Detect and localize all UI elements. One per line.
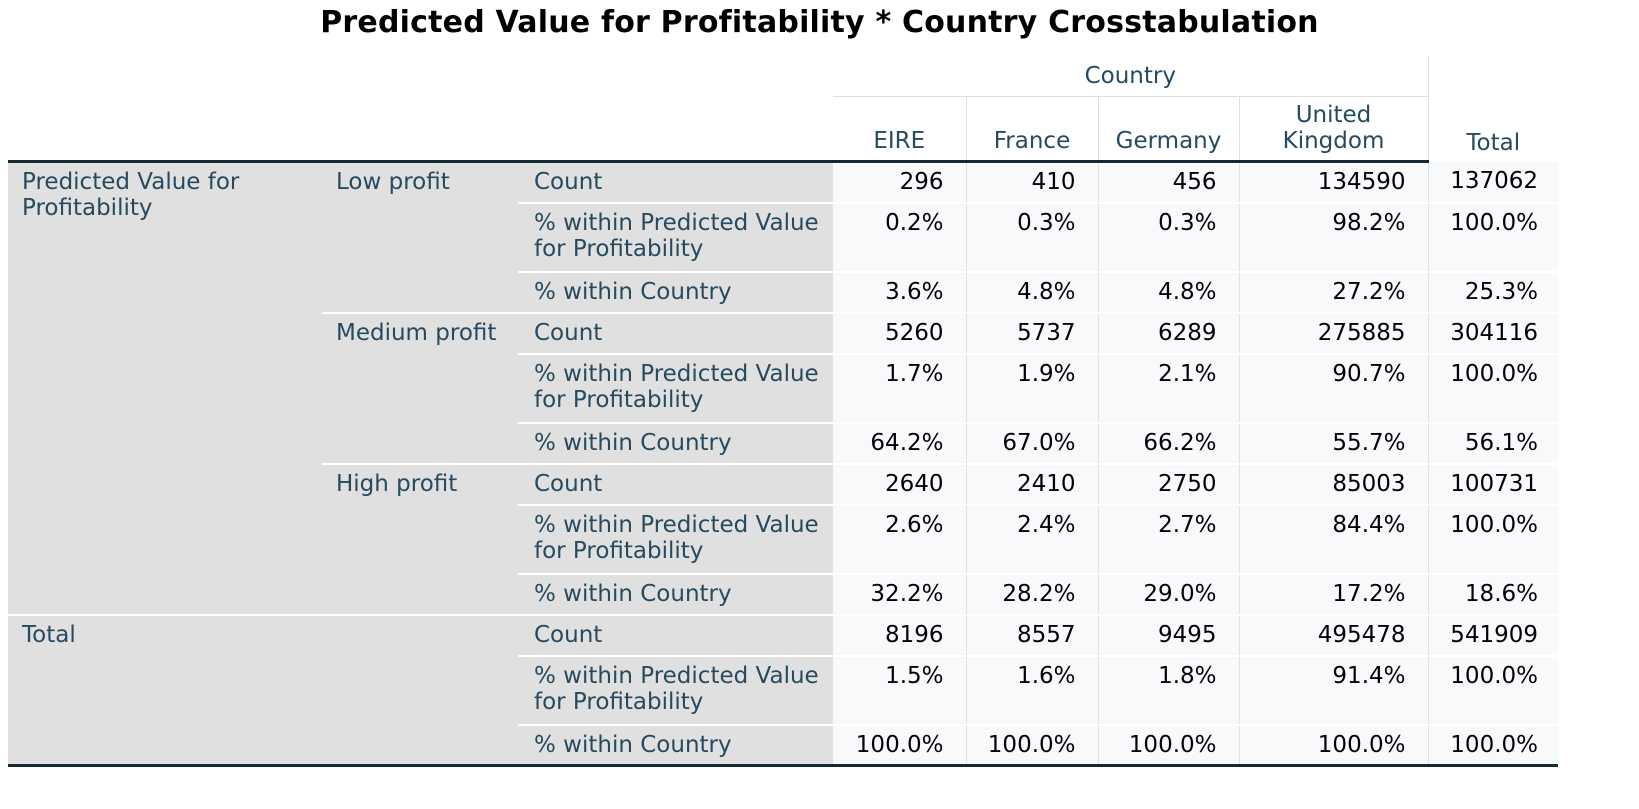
table-cell: 0.3% xyxy=(1097,201,1239,272)
stat-label-within-col: % within Country xyxy=(518,421,833,464)
stat-label-within-row: % within Predicted Value for Profitabili… xyxy=(518,201,833,272)
table-cell: 4.8% xyxy=(1097,270,1239,313)
table-cell: 84.4% xyxy=(1238,503,1428,574)
table-cell: 1.5% xyxy=(833,654,966,725)
table-cell: 32.2% xyxy=(833,572,966,615)
table-cell: 456 xyxy=(1097,161,1239,203)
stat-label-within-col: % within Country xyxy=(518,572,833,615)
table-cell-total: 100.0% xyxy=(1427,201,1558,272)
column-header-france: France xyxy=(965,96,1098,163)
column-header-germany: Germany xyxy=(1097,96,1239,163)
stat-label-within-row: % within Predicted Value for Profitabili… xyxy=(518,654,833,725)
table-cell-total: 541909 xyxy=(1427,613,1558,656)
table-cell: 0.3% xyxy=(965,201,1098,272)
table-cell: 98.2% xyxy=(1238,201,1428,272)
table-cell: 1.6% xyxy=(965,654,1098,725)
stat-label-count: Count xyxy=(518,311,833,354)
table-cell: 100.0% xyxy=(833,723,966,767)
stat-label-within-col: % within Country xyxy=(518,270,833,313)
table-cell-total: 100.0% xyxy=(1427,503,1558,574)
crosstab-table: Country Total EIRE France Germany United… xyxy=(8,56,1558,767)
table-cell: 90.7% xyxy=(1238,352,1428,423)
table-cell: 100.0% xyxy=(1097,723,1239,767)
table-cell: 55.7% xyxy=(1238,421,1428,464)
table-cell-total: 100.0% xyxy=(1427,654,1558,725)
table-cell: 4.8% xyxy=(965,270,1098,313)
column-group-header: Country xyxy=(833,56,1428,97)
table-cell: 3.6% xyxy=(833,270,966,313)
table-cell: 5260 xyxy=(833,311,966,354)
table-cell: 8557 xyxy=(965,613,1098,656)
table-cell: 85003 xyxy=(1238,462,1428,505)
table-cell: 67.0% xyxy=(965,421,1098,464)
table-cell: 2.6% xyxy=(833,503,966,574)
table-cell: 0.2% xyxy=(833,201,966,272)
column-header-total: Total xyxy=(1427,56,1558,162)
corner-cell xyxy=(8,56,833,97)
total-row-label: Total xyxy=(8,613,518,767)
stat-label-count: Count xyxy=(518,161,833,203)
table-cell: 2750 xyxy=(1097,462,1239,505)
table-cell-total: 100731 xyxy=(1427,462,1558,505)
table-cell-total: 137062 xyxy=(1427,161,1558,203)
table-cell: 28.2% xyxy=(965,572,1098,615)
corner-cell-lower xyxy=(8,96,833,163)
table-title: Predicted Value for Profitability * Coun… xyxy=(320,5,1319,40)
table-cell: 17.2% xyxy=(1238,572,1428,615)
table-cell-total: 100.0% xyxy=(1427,723,1558,767)
table-cell: 5737 xyxy=(965,311,1098,354)
table-cell: 2410 xyxy=(965,462,1098,505)
row-group-label: Low profit xyxy=(322,161,518,313)
stat-label-within-col: % within Country xyxy=(518,723,833,767)
table-cell-total: 304116 xyxy=(1427,311,1558,354)
table-cell: 9495 xyxy=(1097,613,1239,656)
table-cell: 1.9% xyxy=(965,352,1098,423)
row-group-label: Medium profit xyxy=(322,311,518,464)
table-cell: 100.0% xyxy=(965,723,1098,767)
table-cell: 2.4% xyxy=(965,503,1098,574)
table-cell-total: 25.3% xyxy=(1427,270,1558,313)
table-cell: 134590 xyxy=(1238,161,1428,203)
table-cell: 2.1% xyxy=(1097,352,1239,423)
row-group-label: High profit xyxy=(322,462,518,615)
stat-label-within-row: % within Predicted Value for Profitabili… xyxy=(518,352,833,423)
stat-label-within-row: % within Predicted Value for Profitabili… xyxy=(518,503,833,574)
table-cell: 91.4% xyxy=(1238,654,1428,725)
table-cell: 27.2% xyxy=(1238,270,1428,313)
table-cell: 29.0% xyxy=(1097,572,1239,615)
table-cell: 1.8% xyxy=(1097,654,1239,725)
column-header-united-kingdom: United Kingdom xyxy=(1238,96,1428,163)
table-cell: 275885 xyxy=(1238,311,1428,354)
table-cell-total: 56.1% xyxy=(1427,421,1558,464)
stat-label-count: Count xyxy=(518,462,833,505)
table-cell-total: 100.0% xyxy=(1427,352,1558,423)
table-cell: 2.7% xyxy=(1097,503,1239,574)
table-cell: 100.0% xyxy=(1238,723,1428,767)
table-cell: 66.2% xyxy=(1097,421,1239,464)
row-variable-label: Predicted Value for Profitability xyxy=(8,161,322,615)
table-cell-total: 18.6% xyxy=(1427,572,1558,615)
table-cell: 8196 xyxy=(833,613,966,656)
column-header-eire: EIRE xyxy=(833,96,966,163)
table-cell: 6289 xyxy=(1097,311,1239,354)
table-cell: 2640 xyxy=(833,462,966,505)
table-cell: 296 xyxy=(833,161,966,203)
table-cell: 410 xyxy=(965,161,1098,203)
table-cell: 64.2% xyxy=(833,421,966,464)
stat-label-count: Count xyxy=(518,613,833,656)
table-cell: 495478 xyxy=(1238,613,1428,656)
table-cell: 1.7% xyxy=(833,352,966,423)
